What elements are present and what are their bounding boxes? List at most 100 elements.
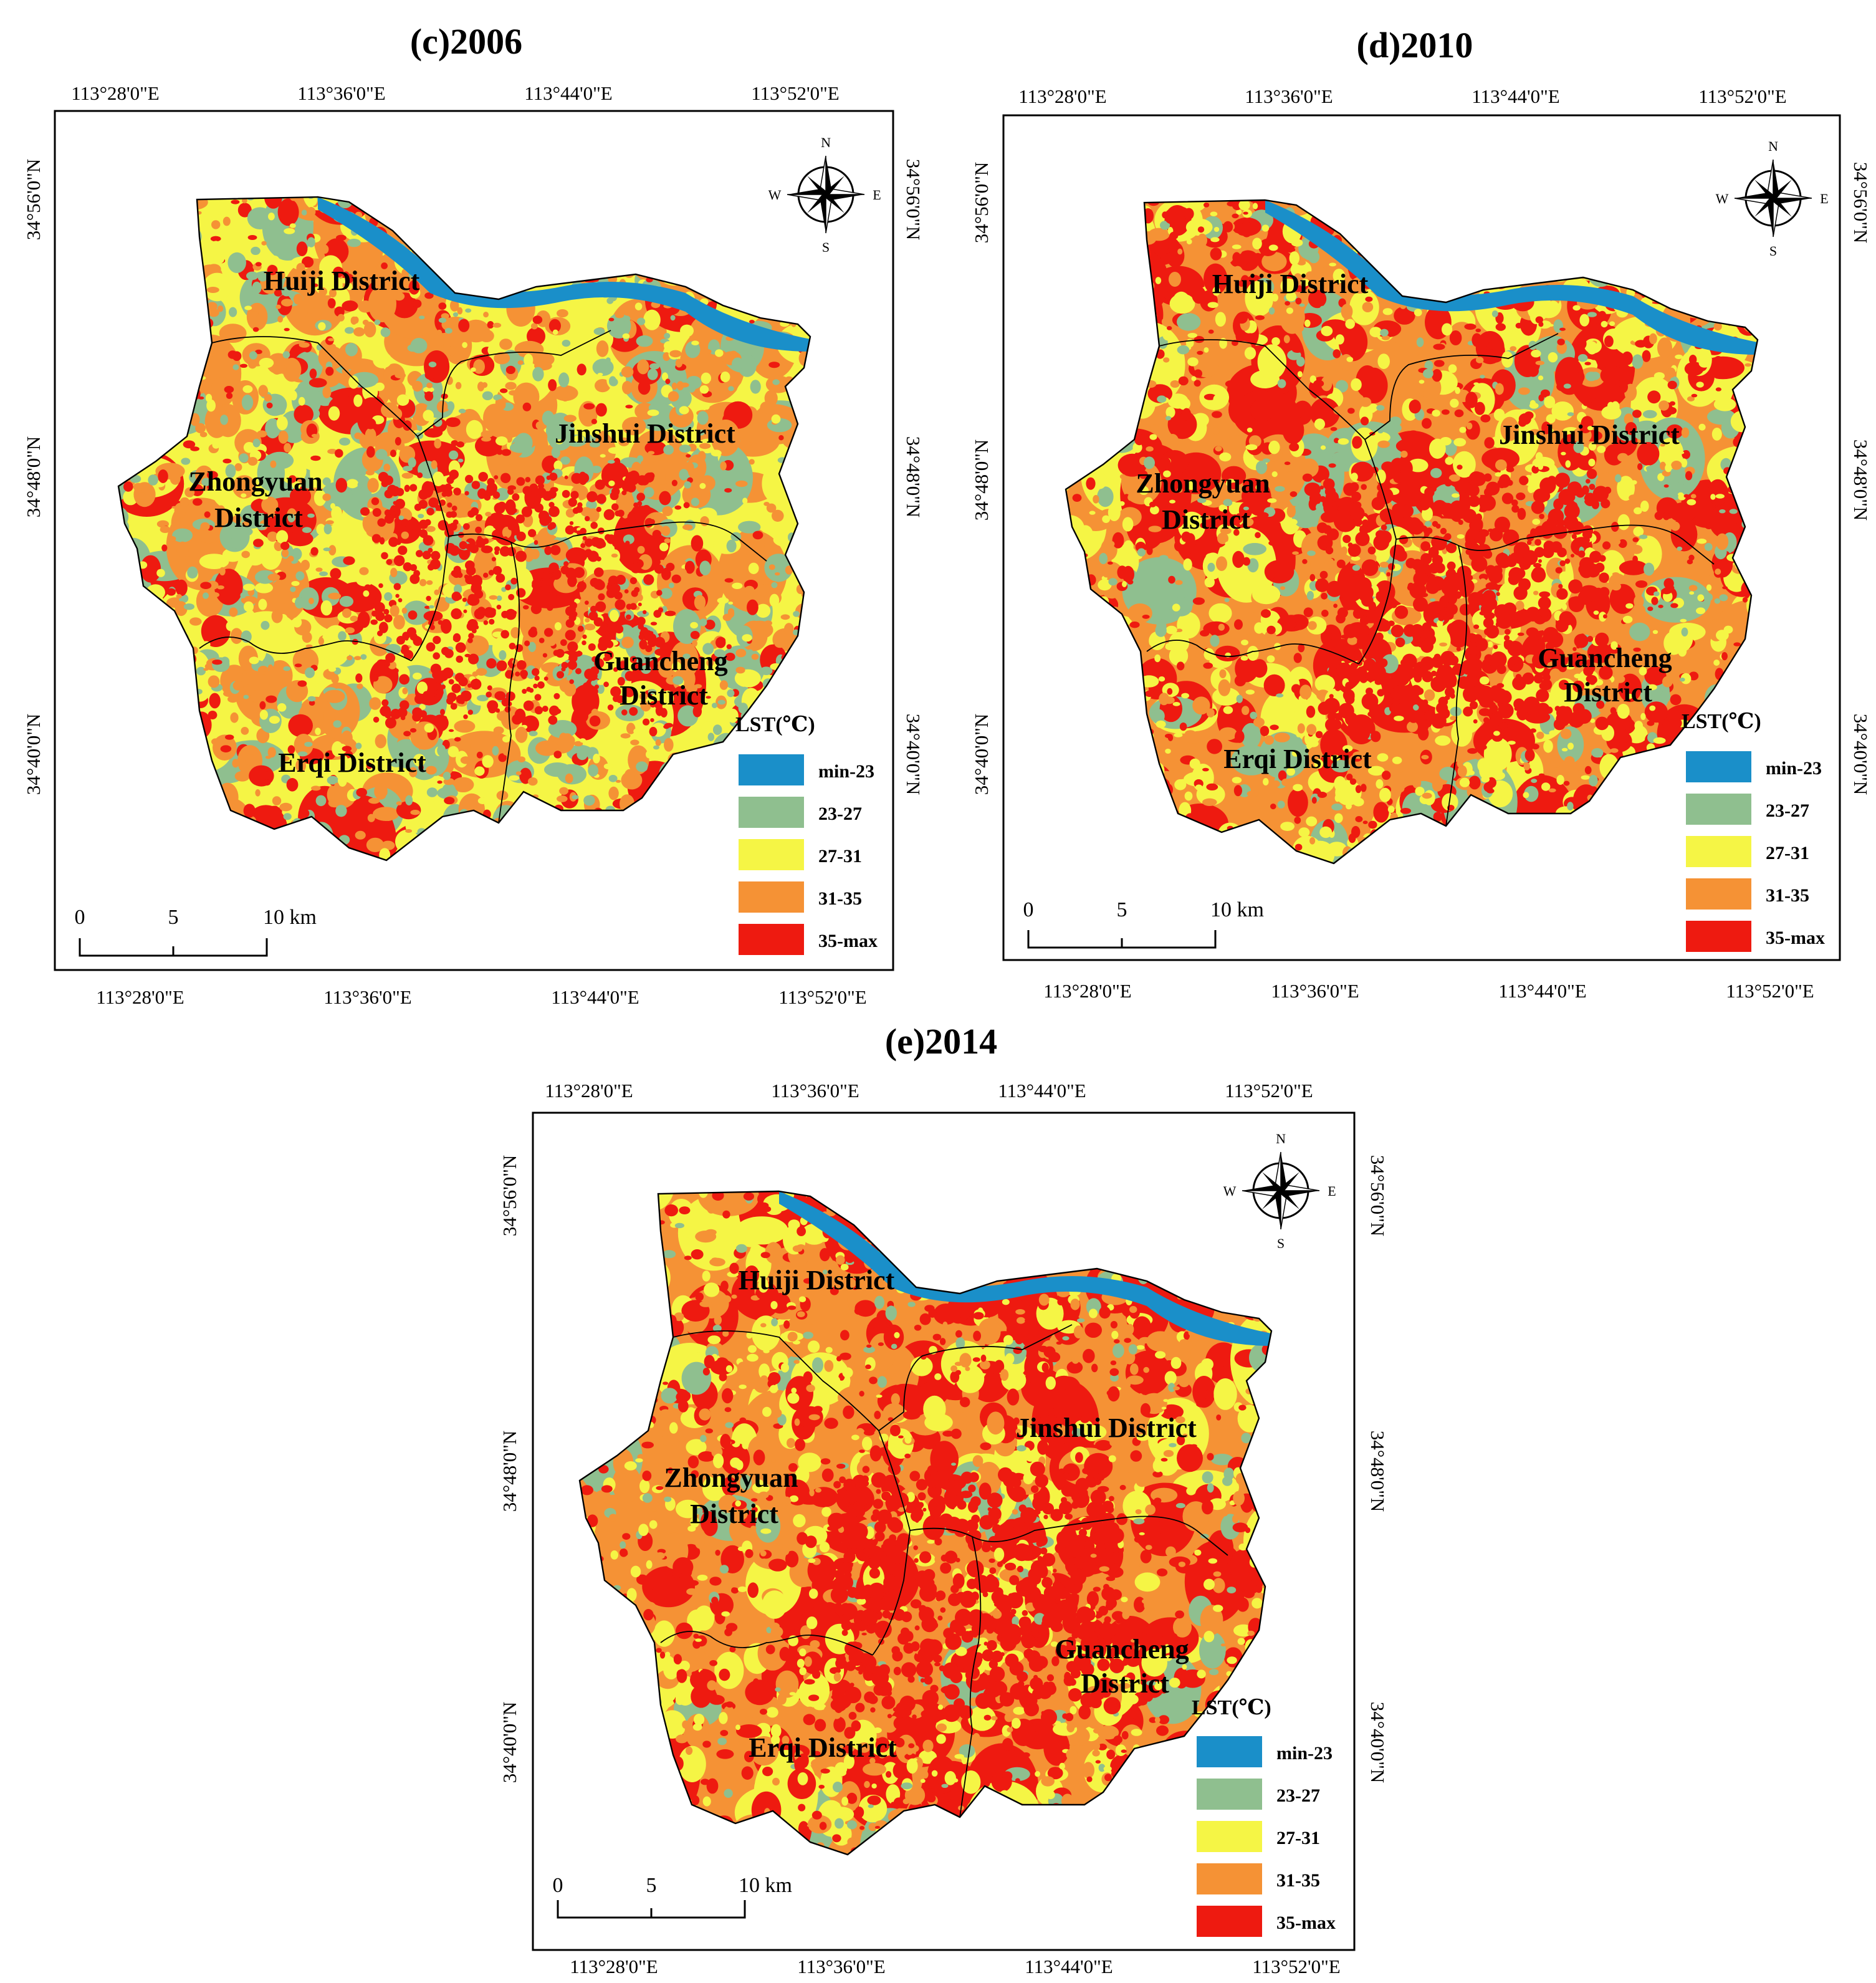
lst-patch xyxy=(596,340,609,357)
lst-hotspot xyxy=(538,638,545,643)
lst-patch xyxy=(1407,458,1429,473)
lst-patch xyxy=(175,579,188,597)
lst-patch xyxy=(426,526,436,532)
lst-hotspot xyxy=(653,610,662,618)
lst-patch xyxy=(1127,603,1152,623)
lst-patch xyxy=(333,720,342,728)
lst-patch xyxy=(1464,324,1476,330)
lst-patch xyxy=(1307,550,1316,556)
lst-patch xyxy=(393,292,405,301)
lst-patch xyxy=(727,708,739,723)
lst-patch xyxy=(699,483,706,489)
label-guancheng-line2: District xyxy=(620,680,708,711)
lst-hotspot xyxy=(507,488,514,495)
lst-patch xyxy=(1240,655,1248,661)
lst-patch xyxy=(262,771,271,780)
lst-patch xyxy=(724,488,732,493)
lst-patch xyxy=(335,519,358,542)
lst-hotspot xyxy=(417,472,423,479)
lon-bottom-1: 113°28'0"E xyxy=(96,986,184,1008)
lst-patch xyxy=(1184,791,1193,801)
lst-hotspot xyxy=(451,570,457,577)
lst-hotspot xyxy=(550,545,561,555)
lst-patch xyxy=(279,802,292,812)
lst-patch xyxy=(1683,494,1689,498)
lst-patch xyxy=(1523,792,1529,799)
lst-hotspot xyxy=(505,608,517,620)
lst-patch xyxy=(218,305,224,312)
lst-hotspot xyxy=(401,645,409,652)
lst-patch xyxy=(1174,779,1187,790)
lst-patch xyxy=(732,357,744,371)
lst-hotspot xyxy=(634,587,640,593)
lst-patch xyxy=(247,235,257,240)
lst-hotspot xyxy=(594,658,605,668)
lst-hotspot xyxy=(403,562,412,572)
lst-hotspot xyxy=(571,473,582,484)
lst-patch xyxy=(1457,464,1463,470)
lst-patch xyxy=(607,414,620,427)
lst-patch xyxy=(230,628,243,644)
lst-patch xyxy=(1339,354,1353,371)
lst-patch xyxy=(226,556,234,560)
lst-patch xyxy=(515,771,522,775)
lst-patch xyxy=(226,621,235,631)
lst-patch xyxy=(670,315,676,321)
lst-hotspot xyxy=(580,527,586,535)
lst-patch xyxy=(713,724,722,735)
lst-hotspot xyxy=(496,660,507,671)
lst-patch xyxy=(608,775,618,782)
lst-patch xyxy=(1119,501,1125,506)
lst-hotspot xyxy=(494,546,500,552)
lst-patch xyxy=(426,580,433,585)
lst-patch xyxy=(663,352,671,361)
lst-patch xyxy=(327,343,336,350)
lst-patch xyxy=(1179,231,1185,234)
lst-patch xyxy=(423,387,434,393)
lst-patch xyxy=(1604,335,1614,347)
lst-patch xyxy=(267,574,280,581)
lst-patch xyxy=(1277,379,1286,388)
lst-patch xyxy=(345,627,355,634)
lst-patch xyxy=(636,335,653,347)
lst-patch xyxy=(672,676,684,685)
lst-patch xyxy=(1487,641,1493,648)
lst-patch xyxy=(275,304,281,309)
lst-patch xyxy=(527,327,545,346)
lst-patch xyxy=(523,605,529,610)
lst-patch xyxy=(452,375,457,381)
lst-hotspot xyxy=(404,636,409,641)
lst-patch xyxy=(1086,477,1096,490)
lst-patch xyxy=(699,618,707,627)
lst-patch xyxy=(375,449,388,460)
lst-patch xyxy=(307,237,315,247)
lst-patch xyxy=(725,653,735,661)
lst-patch xyxy=(1268,244,1278,251)
lst-patch xyxy=(752,531,763,540)
lst-hotspot xyxy=(496,605,502,610)
lst-patch xyxy=(1572,305,1581,311)
lst-patch xyxy=(354,656,361,660)
lst-patch xyxy=(175,601,188,617)
lst-patch xyxy=(692,705,702,718)
lst-patch xyxy=(1485,364,1492,369)
lst-patch xyxy=(381,840,395,850)
lst-patch xyxy=(276,416,288,431)
lst-patch xyxy=(243,442,256,453)
lst-patch xyxy=(1297,723,1305,734)
lst-patch xyxy=(341,730,353,746)
lst-patch xyxy=(419,288,428,292)
lst-patch xyxy=(496,449,503,455)
lst-patch xyxy=(679,406,689,415)
lat-left-3: 34°40'0"N xyxy=(22,714,44,795)
lst-hotspot xyxy=(530,529,535,534)
lst-patch xyxy=(267,664,274,671)
lst-patch xyxy=(1117,453,1147,477)
lst-hotspot xyxy=(450,511,457,518)
lst-patch xyxy=(302,527,312,533)
lst-hotspot xyxy=(580,543,586,549)
lst-patch xyxy=(668,391,679,402)
lst-patch xyxy=(532,315,543,324)
lst-patch xyxy=(266,695,277,703)
lst-patch xyxy=(409,767,418,777)
